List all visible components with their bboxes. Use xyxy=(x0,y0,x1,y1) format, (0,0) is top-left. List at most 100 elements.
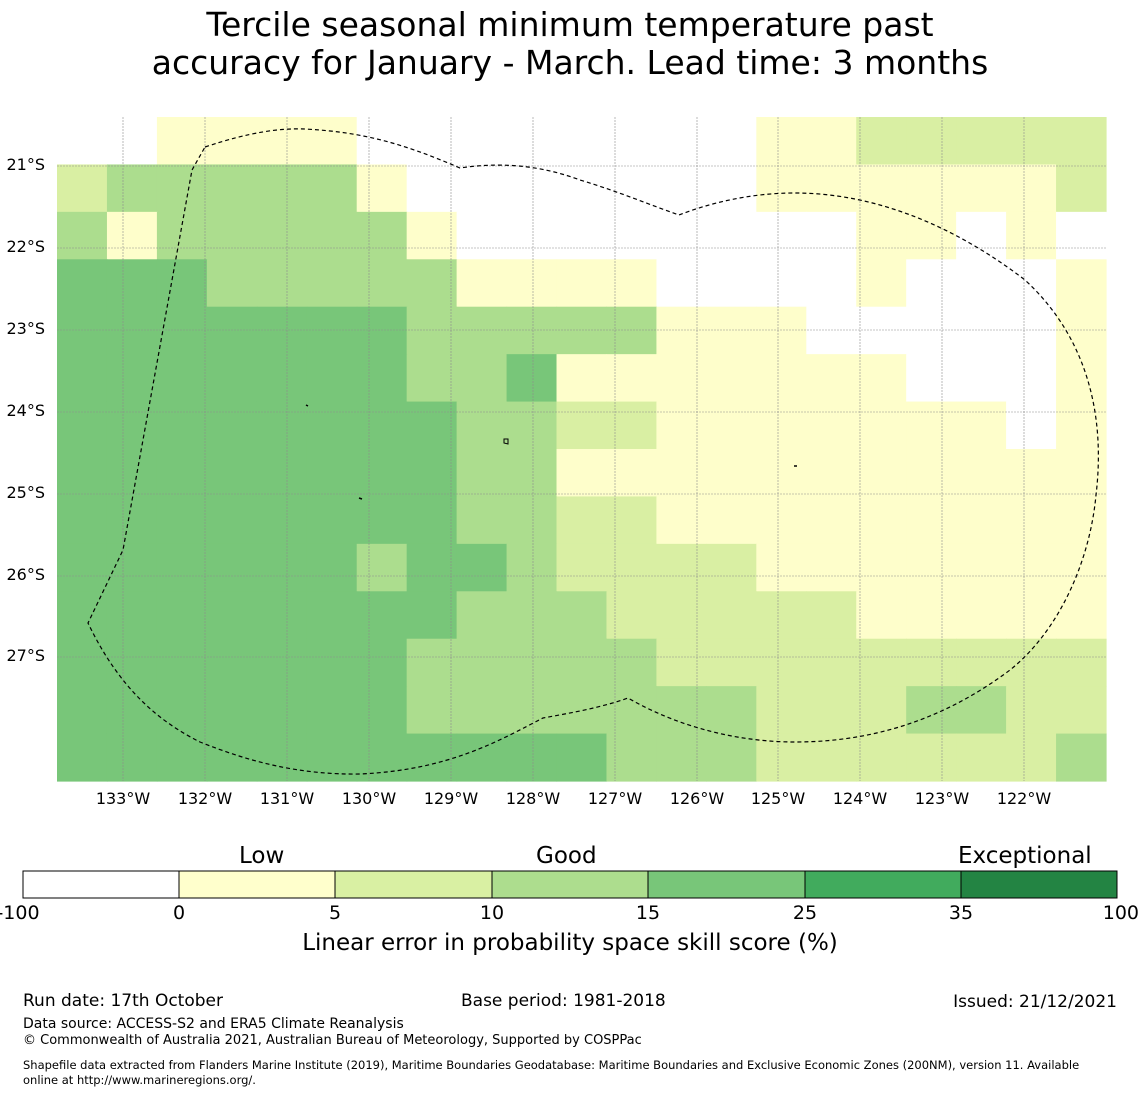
skill-cell xyxy=(1056,354,1107,403)
skill-cell xyxy=(756,354,807,403)
skill-cell xyxy=(356,591,408,640)
skill-cell xyxy=(356,496,408,545)
skill-cell xyxy=(106,164,158,213)
skill-cell xyxy=(956,117,1007,166)
colorbar-tick: 0 xyxy=(172,902,186,924)
skill-cell xyxy=(556,259,608,308)
colorbar-tick: 35 xyxy=(948,902,974,924)
skill-cell xyxy=(856,591,907,640)
skill-cell xyxy=(456,259,508,308)
skill-cell xyxy=(206,401,258,450)
skill-cell xyxy=(806,733,857,782)
skill-cell xyxy=(706,259,757,308)
skill-cell xyxy=(456,354,508,403)
skill-cell xyxy=(1006,306,1057,355)
skill-cell xyxy=(656,591,707,640)
skill-cell xyxy=(1006,259,1057,308)
skill-cell xyxy=(256,164,308,213)
island-marker xyxy=(305,404,309,407)
skill-cell xyxy=(156,164,208,213)
skill-cell xyxy=(856,449,907,498)
skill-cell xyxy=(506,354,558,403)
skill-cell xyxy=(356,449,408,498)
skill-cell xyxy=(606,591,658,640)
skill-cell xyxy=(706,401,757,450)
skill-cell xyxy=(1006,401,1057,450)
skill-cell xyxy=(1006,496,1057,545)
skill-cell xyxy=(956,211,1007,260)
skill-cell xyxy=(206,306,258,355)
skill-cell xyxy=(556,591,608,640)
skill-cell xyxy=(156,306,208,355)
skill-cell xyxy=(1056,401,1107,450)
lat-label: 22°S xyxy=(6,237,45,256)
skill-cell xyxy=(906,354,957,403)
skill-cell xyxy=(806,354,857,403)
skill-cell xyxy=(256,449,308,498)
skill-cell xyxy=(756,306,807,355)
skill-cell xyxy=(57,449,108,498)
skill-cell xyxy=(1006,638,1057,687)
skill-cell xyxy=(456,117,508,166)
skill-cell xyxy=(606,401,658,450)
skill-cell xyxy=(956,306,1007,355)
lon-label: 131°W xyxy=(259,789,315,808)
skill-cell xyxy=(1006,164,1057,213)
skill-cell xyxy=(756,117,807,166)
skill-cell xyxy=(906,733,957,782)
skill-cell xyxy=(906,211,957,260)
skill-cell xyxy=(1056,638,1107,687)
colorbar-category-exceptional: Exceptional xyxy=(958,843,1092,869)
skill-cell xyxy=(206,354,258,403)
skill-cell xyxy=(656,543,707,592)
skill-cell xyxy=(556,733,608,782)
skill-cell xyxy=(106,591,158,640)
skill-cell xyxy=(656,449,707,498)
skill-cell xyxy=(706,591,757,640)
skill-cell xyxy=(156,496,208,545)
colorbar-tick: 5 xyxy=(328,902,342,924)
colorbar-tick: 10 xyxy=(479,902,505,924)
skill-cell xyxy=(706,117,757,166)
skill-cell xyxy=(57,733,108,782)
skill-cell xyxy=(406,401,458,450)
skill-cell xyxy=(756,259,807,308)
skill-cell xyxy=(356,259,408,308)
skill-cell xyxy=(806,496,857,545)
colorbar-segment xyxy=(804,870,962,899)
skill-cell xyxy=(606,354,658,403)
skill-cell xyxy=(1056,686,1107,735)
skill-cell xyxy=(57,638,108,687)
skill-cell xyxy=(706,449,757,498)
skill-cell xyxy=(256,211,308,260)
skill-cell xyxy=(156,543,208,592)
skill-cell xyxy=(1006,449,1057,498)
skill-cell xyxy=(1006,686,1057,735)
skill-cell xyxy=(856,117,907,166)
skill-cell xyxy=(956,164,1007,213)
skill-cell xyxy=(156,117,208,166)
skill-cell xyxy=(606,306,658,355)
skill-cell xyxy=(406,306,458,355)
skill-cell xyxy=(356,686,408,735)
skill-cell xyxy=(406,733,458,782)
skill-cell xyxy=(1006,117,1057,166)
lat-label: 27°S xyxy=(6,646,45,665)
skill-cell xyxy=(656,164,707,213)
skill-cell xyxy=(906,259,957,308)
skill-cell xyxy=(306,306,358,355)
skill-cell xyxy=(956,449,1007,498)
skill-cell xyxy=(406,543,458,592)
lon-label: 122°W xyxy=(996,789,1052,808)
skill-cell xyxy=(506,164,558,213)
skill-cell xyxy=(306,354,358,403)
skill-cell xyxy=(1056,733,1107,782)
skill-cell xyxy=(506,211,558,260)
skill-cell xyxy=(57,686,108,735)
skill-cell xyxy=(57,496,108,545)
skill-cell xyxy=(556,449,608,498)
skill-cell xyxy=(1006,733,1057,782)
skill-cell xyxy=(356,733,408,782)
skill-cell xyxy=(356,164,408,213)
